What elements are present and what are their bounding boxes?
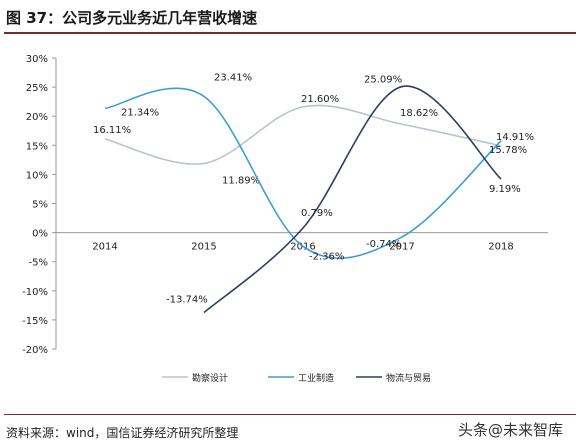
data-label: 18.62%: [400, 108, 438, 119]
y-tick-label: 10%: [26, 170, 48, 181]
y-tick-label: -5%: [29, 258, 48, 269]
data-label: 25.09%: [364, 75, 402, 86]
y-tick-label: -15%: [22, 316, 48, 327]
source-note: 资料来源：wind，国信证券经济研究所整理: [6, 426, 239, 440]
y-tick-label: 0%: [32, 229, 48, 240]
y-tick-label: 15%: [26, 141, 48, 152]
x-tick-label: 2014: [92, 242, 117, 253]
source-divider: [4, 414, 576, 415]
x-tick-label: 2018: [488, 242, 513, 253]
legend-label: 物流与贸易: [386, 372, 431, 384]
y-tick-label: 25%: [26, 83, 48, 94]
y-tick-label: -10%: [22, 287, 48, 298]
figure-title-bar: 图 37：公司多元业务近几年营收增速: [6, 6, 576, 28]
series-line-3: [203, 85, 502, 314]
x-tick-label: 2015: [191, 242, 216, 253]
data-label: -0.74%: [366, 239, 401, 250]
y-tick-label: 30%: [26, 54, 48, 65]
data-label: 15.78%: [489, 145, 527, 156]
y-tick-label: 20%: [26, 112, 48, 123]
series-line-1: [104, 104, 502, 165]
data-label: -2.36%: [309, 251, 344, 262]
y-tick-label: 5%: [32, 200, 48, 211]
data-label: 9.19%: [489, 184, 521, 195]
x-tick-label: 2017: [389, 242, 414, 253]
data-label: 21.34%: [121, 107, 159, 118]
y-tick-label: -20%: [22, 345, 48, 356]
data-label: 0.79%: [301, 208, 333, 219]
legend-label: 工业制造: [298, 372, 334, 384]
title-divider: [4, 32, 576, 34]
data-label: 11.89%: [222, 175, 260, 186]
data-label: 23.41%: [214, 72, 252, 83]
series-line-2: [104, 87, 502, 260]
data-label: 16.11%: [93, 125, 131, 136]
watermark: 头条@未来智库: [458, 421, 564, 439]
data-label: -13.74%: [166, 295, 208, 306]
legend-label: 勘察设计: [192, 372, 228, 384]
figure-title: 图 37：公司多元业务近几年营收增速: [6, 9, 258, 27]
data-label: 14.91%: [496, 132, 534, 143]
data-label: 21.60%: [301, 94, 339, 105]
